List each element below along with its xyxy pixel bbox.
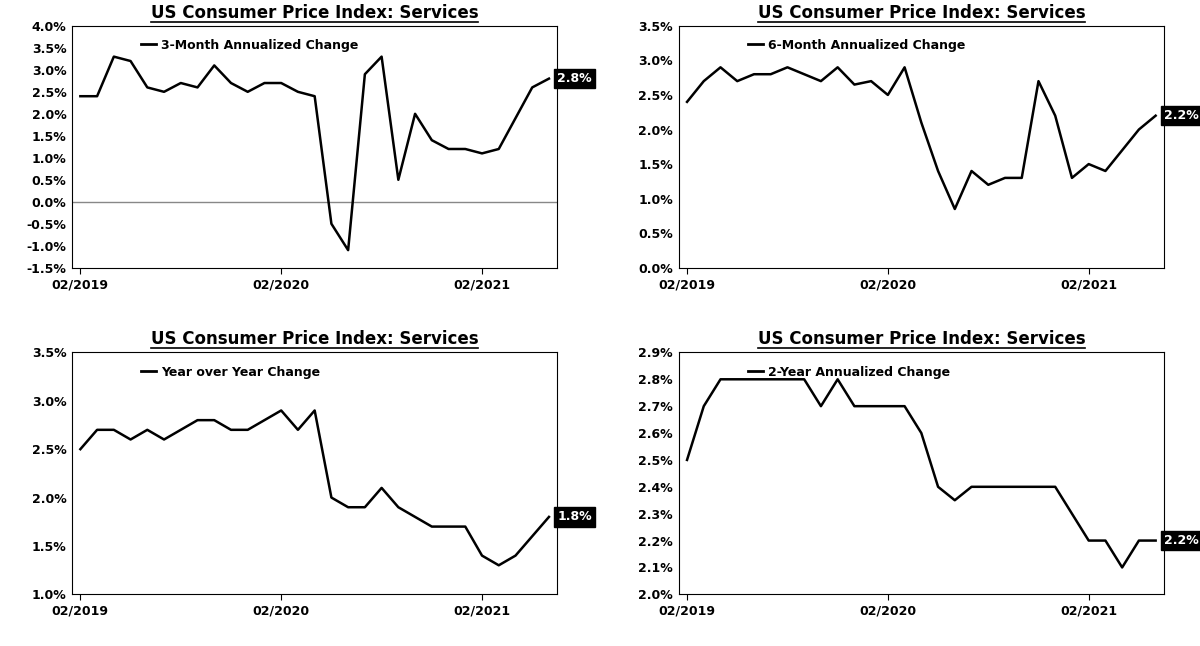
Legend: 2-Year Annualized Change: 2-Year Annualized Change (748, 366, 950, 379)
Legend: Year over Year Change: Year over Year Change (142, 366, 320, 379)
Legend: 6-Month Annualized Change: 6-Month Annualized Change (748, 39, 965, 52)
Text: 2.8%: 2.8% (557, 72, 592, 85)
Title: US Consumer Price Index: Services: US Consumer Price Index: Services (757, 3, 1085, 21)
Title: US Consumer Price Index: Services: US Consumer Price Index: Services (151, 330, 479, 348)
Title: US Consumer Price Index: Services: US Consumer Price Index: Services (151, 3, 479, 21)
Text: 2.2%: 2.2% (1164, 534, 1199, 547)
Text: 2.2%: 2.2% (1164, 109, 1199, 122)
Title: US Consumer Price Index: Services: US Consumer Price Index: Services (757, 330, 1085, 348)
Text: 1.8%: 1.8% (557, 510, 592, 523)
Legend: 3-Month Annualized Change: 3-Month Annualized Change (142, 39, 359, 52)
